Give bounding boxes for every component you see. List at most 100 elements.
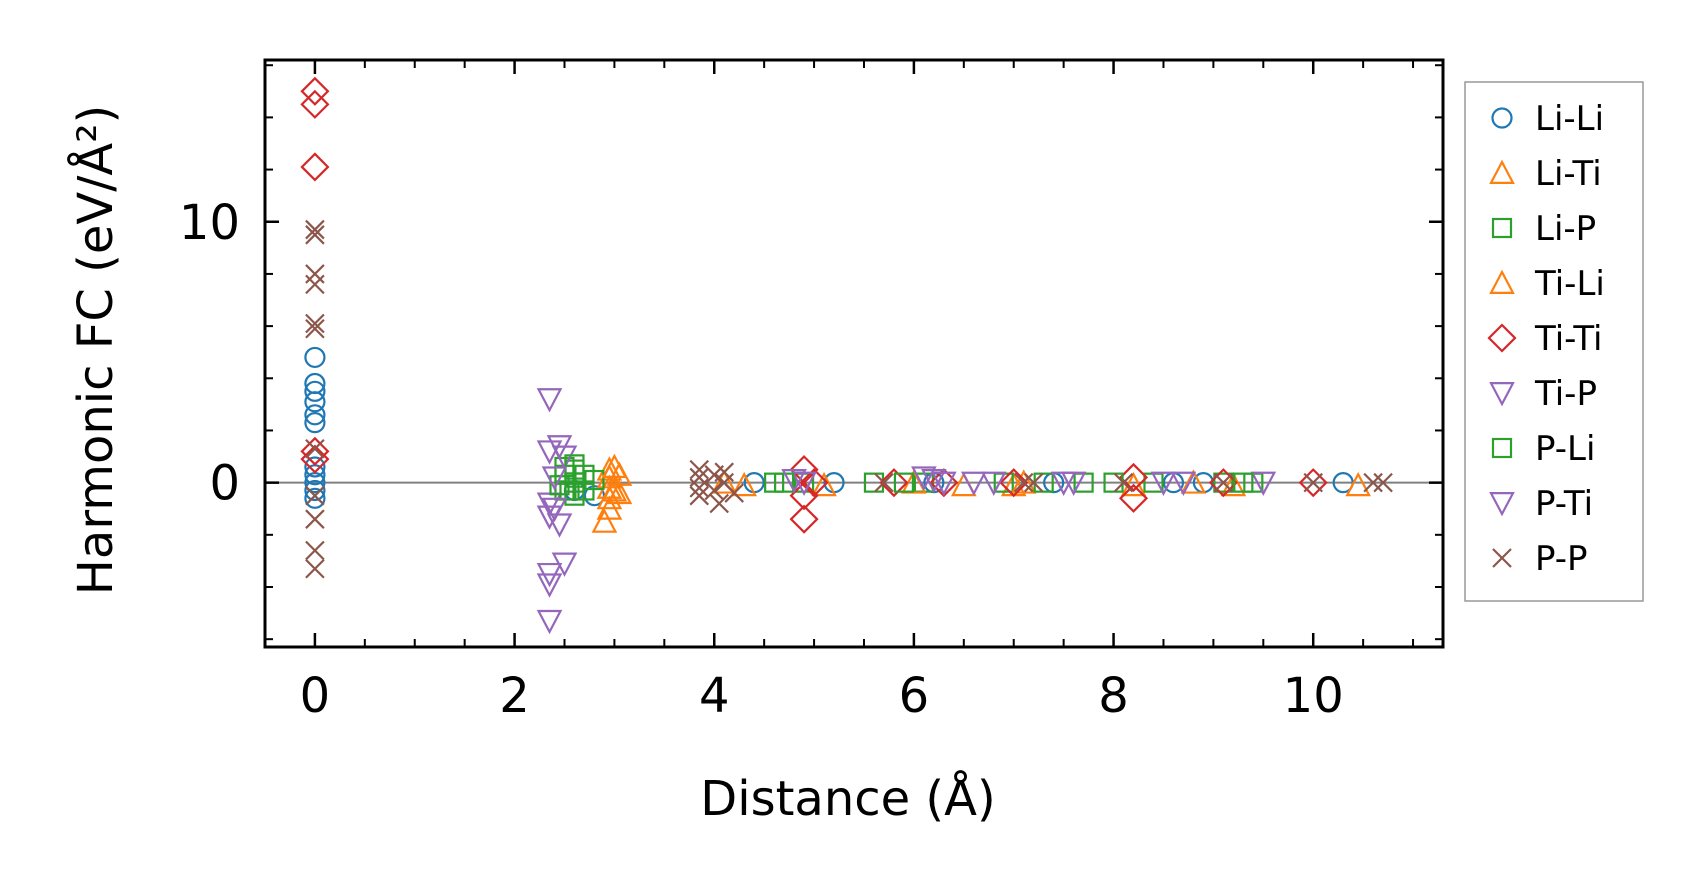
- data-point: [1213, 472, 1234, 493]
- data-point: [536, 609, 563, 635]
- data-point: [921, 469, 947, 494]
- data-point: [541, 497, 568, 523]
- legend-marker: [1489, 159, 1515, 184]
- x-tick-label: 2: [499, 668, 530, 724]
- data-point: [714, 462, 734, 482]
- data-point: [711, 469, 738, 494]
- legend-marker: [1489, 269, 1515, 294]
- data-point: [781, 469, 807, 494]
- data-point: [1345, 471, 1371, 497]
- legend-label: Li-P: [1535, 209, 1596, 249]
- data-point: [305, 485, 325, 506]
- data-point: [1303, 472, 1323, 493]
- data-point: [305, 509, 325, 529]
- data-point: [305, 318, 325, 339]
- legend-marker: [1487, 323, 1517, 353]
- data-point: [300, 76, 330, 106]
- data-point: [1213, 472, 1234, 493]
- data-point: [811, 471, 837, 497]
- x-tick-label: 10: [1283, 668, 1344, 724]
- data-point: [601, 477, 628, 502]
- series-ti-ti: [300, 76, 1328, 534]
- series-ti-p: [536, 388, 1277, 635]
- legend-marker: [1491, 107, 1513, 129]
- legend-marker: [1492, 548, 1512, 568]
- y-axis-label: Harmonic FC (eV/Å²): [67, 105, 124, 595]
- data-point: [304, 380, 326, 402]
- series-p-ti: [541, 466, 1177, 523]
- data-point: [305, 558, 325, 579]
- data-point: [980, 471, 1007, 497]
- data-point: [551, 445, 578, 470]
- data-point: [601, 453, 628, 478]
- data-point: [960, 471, 987, 497]
- data-point: [304, 456, 326, 478]
- data-point: [1208, 468, 1238, 498]
- data-point: [541, 466, 568, 491]
- data-point: [551, 552, 578, 577]
- legend-box: [1464, 81, 1644, 602]
- data-point: [305, 313, 325, 334]
- x-tick-label: 8: [1098, 668, 1129, 724]
- data-point: [704, 480, 725, 501]
- y-tick-label: 10: [179, 195, 240, 251]
- data-point: [1170, 471, 1197, 497]
- data-point: [584, 469, 605, 491]
- data-point: [799, 468, 829, 498]
- data-point: [304, 487, 326, 509]
- x-axis-label: Distance (Å): [700, 770, 995, 827]
- data-point: [689, 485, 710, 506]
- data-point: [999, 468, 1029, 498]
- chart-axes: 0 2 4 6 8 10 0 10: [179, 58, 1445, 724]
- chart-marks: [265, 76, 1443, 635]
- data-point: [1023, 472, 1044, 493]
- data-point: [1233, 472, 1254, 493]
- data-point: [300, 89, 330, 119]
- data-point: [893, 472, 915, 493]
- data-point: [305, 225, 325, 245]
- legend-label: Ti-Li: [1534, 264, 1605, 304]
- legend-marker: [1491, 437, 1513, 459]
- data-point: [1013, 472, 1034, 493]
- x-tick-label: 4: [699, 668, 730, 724]
- legend-marker: [1489, 382, 1515, 407]
- data-point: [1180, 469, 1207, 494]
- data-point: [596, 456, 623, 481]
- data-point: [305, 219, 325, 240]
- data-point: [300, 152, 330, 182]
- data-point: [536, 388, 563, 413]
- legend-label: P-P: [1535, 539, 1588, 579]
- data-point: [536, 573, 563, 598]
- data-point: [304, 346, 326, 369]
- data-point: [300, 436, 330, 466]
- legend-marker: [1489, 492, 1515, 517]
- data-point: [305, 274, 325, 295]
- legend-label: Ti-P: [1534, 374, 1597, 414]
- data-point: [1118, 483, 1149, 513]
- plot-frame: [263, 58, 1445, 649]
- y-tick-label: 0: [209, 456, 240, 512]
- data-point: [305, 540, 325, 561]
- data-point: [304, 391, 326, 413]
- data-point: [304, 404, 326, 426]
- data-point: [606, 479, 633, 505]
- data-point: [789, 481, 819, 511]
- data-point: [879, 468, 909, 498]
- data-point: [300, 444, 330, 474]
- data-point: [564, 454, 585, 475]
- data-point: [559, 480, 580, 501]
- series-p-p: [305, 219, 1393, 579]
- data-point: [304, 479, 326, 502]
- legend-label: P-Ti: [1535, 484, 1593, 524]
- legend-label: P-Li: [1535, 429, 1595, 469]
- data-point: [731, 471, 758, 497]
- data-point: [1373, 472, 1393, 493]
- data-point: [1250, 471, 1277, 497]
- x-tick-label: 0: [300, 668, 331, 724]
- data-point: [591, 508, 618, 533]
- data-point: [689, 459, 710, 480]
- data-point: [874, 472, 894, 493]
- legend-marker: [1491, 217, 1513, 239]
- data-point: [709, 493, 730, 514]
